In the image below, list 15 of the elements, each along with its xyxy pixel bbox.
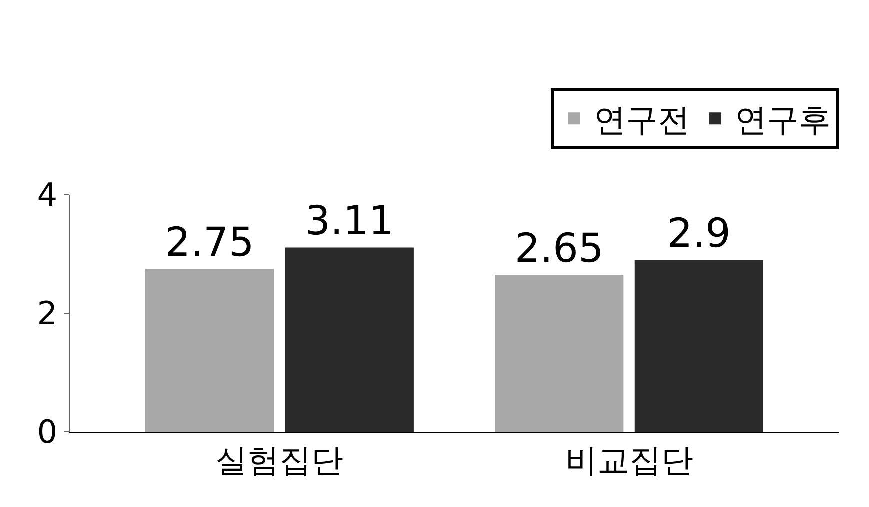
- y-tick-label: 2: [37, 294, 58, 333]
- y-tick-label: 0: [37, 413, 58, 452]
- data-label: 2.9: [667, 211, 731, 258]
- y-tick-label: 4: [37, 176, 58, 214]
- bar: [146, 269, 274, 432]
- bar: [634, 260, 764, 432]
- bar: [495, 274, 624, 432]
- legend-label: 연구전: [594, 101, 690, 140]
- x-tick-label: 비교집단: [565, 441, 694, 480]
- data-label: 3.11: [305, 198, 394, 245]
- bar: [285, 248, 414, 432]
- data-label: 2.65: [514, 226, 604, 272]
- data-label: 2.75: [165, 220, 254, 266]
- x-tick-label: 실험집단: [216, 441, 344, 480]
- legend-label: 연구후: [735, 101, 831, 140]
